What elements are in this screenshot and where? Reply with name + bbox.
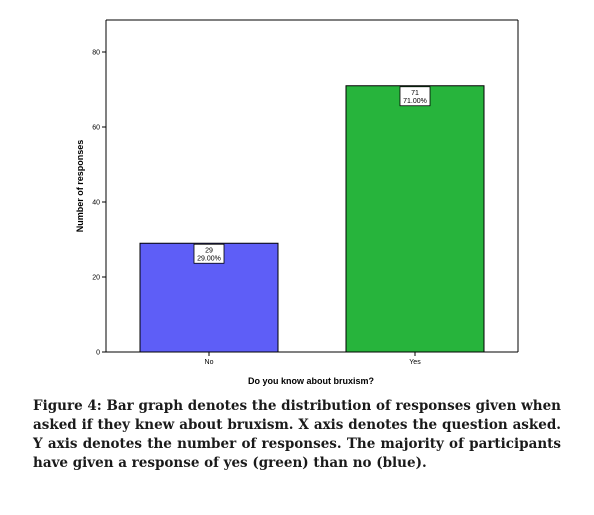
plot-area-background (0, 0, 594, 390)
y-tick-label: 0 (96, 350, 100, 357)
x-axis-ticks: No Yes (205, 352, 421, 366)
data-label-box (399, 86, 431, 107)
y-tick-label: 60 (92, 125, 100, 132)
x-axis-title: Do you know about bruxism? (248, 376, 374, 386)
x-tick-label-yes: Yes (409, 359, 421, 366)
y-tick-label: 40 (92, 200, 100, 207)
y-axis-ticks: 0 20 40 60 80 (92, 50, 106, 357)
data-label-count: 71 (411, 90, 419, 97)
y-tick-label: 80 (92, 50, 100, 57)
y-tick-label: 20 (92, 275, 100, 282)
data-label-percent: 29.00% (197, 255, 221, 262)
data-label-count: 29 (205, 247, 213, 254)
figure-caption: Figure 4: Bar graph denotes the distribu… (33, 398, 561, 471)
x-tick-label-no: No (205, 359, 214, 366)
data-label-box (193, 243, 225, 264)
y-axis-title: Number of responses (75, 140, 85, 233)
data-label-percent: 71.00% (403, 98, 427, 105)
bar-yes (345, 85, 485, 353)
